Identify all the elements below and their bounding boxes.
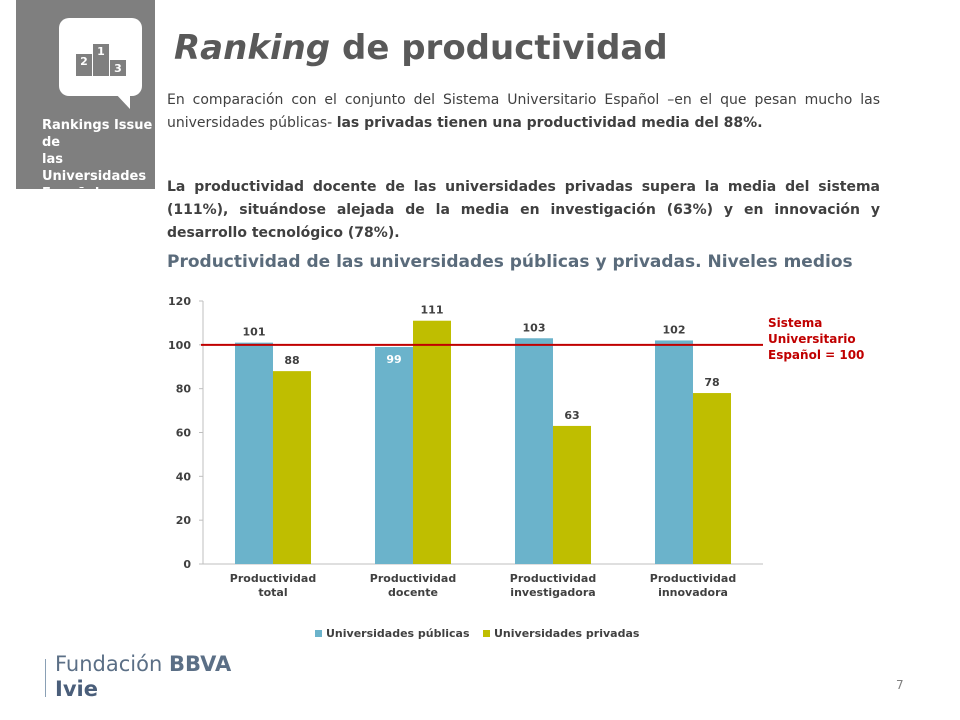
chart-title: Productividad de las universidades públi…	[167, 252, 853, 272]
title-emphasis: Ranking	[174, 28, 331, 68]
x-tick-label: innovadora	[658, 586, 728, 599]
footer-ivie: Ivie	[55, 677, 98, 701]
speech-bubble-tail	[114, 92, 130, 109]
bar-publicas	[655, 340, 693, 564]
y-tick-label: 0	[183, 558, 191, 571]
logo-line: Españolas	[42, 186, 116, 201]
footer-brand-bbva: BBVA	[168, 652, 232, 676]
x-tick-label: total	[258, 586, 287, 599]
podium-third: 3	[114, 62, 122, 75]
bar-privadas	[693, 393, 731, 564]
podium-first: 1	[97, 45, 105, 58]
bar-privadas	[273, 371, 311, 564]
intro-text: En comparación con el conjunto del Siste…	[167, 92, 880, 131]
data-label: 78	[704, 376, 719, 389]
bar-chart: 02040608010012010188Productividadtotal99…	[168, 295, 864, 640]
footer-brand: Fundación BBVA	[55, 652, 231, 676]
detail-paragraph: La productividad docente de las universi…	[167, 179, 880, 241]
data-label: 111	[421, 304, 444, 317]
legend-swatch	[483, 630, 490, 637]
intro-paragraph: En comparación con el conjunto del Siste…	[167, 89, 880, 135]
x-tick-label: investigadora	[510, 586, 595, 599]
x-tick-label: Productividad	[230, 572, 316, 585]
y-tick-label: 120	[168, 295, 191, 308]
logo-line: las Universidades	[42, 152, 147, 184]
logo-text: Rankings Issue de las Universidades Espa…	[42, 117, 167, 202]
bar-publicas	[375, 347, 413, 564]
reference-label: Sistema	[768, 316, 822, 330]
x-tick-label: Productividad	[650, 572, 736, 585]
footer-brand-prefix: Fundación	[55, 652, 169, 676]
title-rest: de productividad	[330, 28, 668, 68]
y-tick-label: 100	[168, 339, 191, 352]
bar-publicas	[515, 338, 553, 564]
x-tick-label: Productividad	[370, 572, 456, 585]
reference-label: Universitario	[768, 332, 856, 346]
y-tick-label: 40	[176, 470, 192, 483]
data-label: 102	[663, 323, 686, 336]
data-label: 99	[386, 353, 401, 366]
bar-publicas	[235, 342, 273, 564]
bar-privadas	[413, 320, 451, 564]
legend-swatch	[315, 630, 322, 637]
page-number: 7	[896, 678, 904, 692]
data-label: 101	[243, 326, 266, 339]
data-label: 88	[284, 354, 299, 367]
legend-label: Universidades públicas	[326, 627, 470, 640]
logo-line: Rankings Issue de	[42, 118, 153, 150]
footer-divider	[45, 659, 46, 697]
page-title: Ranking de productividad	[174, 28, 668, 68]
intro-bold-text: las privadas tienen una productividad me…	[336, 115, 763, 131]
podium-icon: 2 1 3	[76, 44, 126, 76]
x-tick-label: docente	[388, 586, 438, 599]
y-tick-label: 20	[176, 514, 192, 527]
bar-privadas	[553, 425, 591, 564]
reference-label: Español = 100	[768, 348, 864, 362]
y-tick-label: 60	[176, 427, 192, 440]
data-label: 63	[564, 409, 579, 422]
x-tick-label: Productividad	[510, 572, 596, 585]
podium-second: 2	[80, 55, 88, 68]
logo-panel: 2 1 3 Rankings Issue de las Universidade…	[16, 0, 155, 201]
data-label: 103	[523, 321, 546, 334]
y-tick-label: 80	[176, 383, 192, 396]
legend-label: Universidades privadas	[494, 627, 640, 640]
